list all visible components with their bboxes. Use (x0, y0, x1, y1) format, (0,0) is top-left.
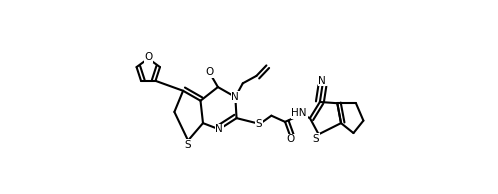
Text: S: S (313, 134, 319, 144)
Text: O: O (286, 134, 294, 144)
Text: S: S (255, 119, 262, 129)
Text: HN: HN (291, 108, 307, 118)
Text: N: N (319, 76, 326, 86)
Text: N: N (232, 92, 239, 102)
Text: S: S (185, 140, 191, 150)
Text: O: O (144, 52, 152, 62)
Text: O: O (206, 67, 214, 77)
Text: N: N (215, 124, 223, 134)
